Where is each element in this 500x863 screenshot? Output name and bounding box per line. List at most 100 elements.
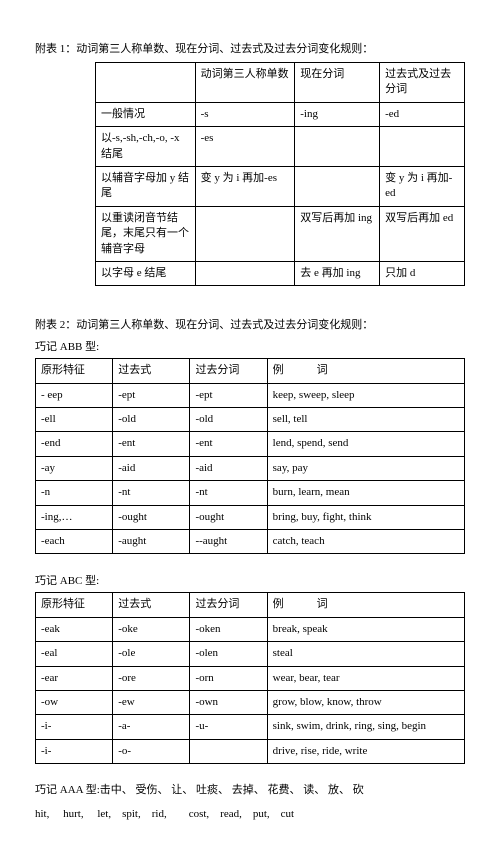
table-row: 原形特征 过去式 过去分词 例 词 bbox=[36, 359, 465, 383]
table-row: -ay-aid-aidsay, pay bbox=[36, 456, 465, 480]
cell: 现在分词 bbox=[295, 63, 380, 103]
cell: -each bbox=[36, 530, 113, 554]
cell: -aught bbox=[113, 530, 190, 554]
cell: keep, sweep, sleep bbox=[267, 383, 464, 407]
cell: -ept bbox=[190, 383, 267, 407]
cell: -o- bbox=[113, 739, 190, 763]
table-row: -i--o-drive, rise, ride, write bbox=[36, 739, 465, 763]
cell: -ed bbox=[380, 102, 465, 126]
cell bbox=[96, 63, 196, 103]
cell bbox=[190, 739, 267, 763]
cell: 过去式 bbox=[113, 593, 190, 617]
aaa-words: hit, hurt, let, spit, rid, cost, read, p… bbox=[35, 806, 465, 824]
cell: -nt bbox=[190, 481, 267, 505]
cell: 过去式及过去分词 bbox=[380, 63, 465, 103]
table-row: 一般情况-s-ing-ed bbox=[96, 102, 465, 126]
cell: drive, rise, ride, write bbox=[267, 739, 464, 763]
cell: -oken bbox=[190, 617, 267, 641]
cell: -ole bbox=[113, 642, 190, 666]
cell: -old bbox=[113, 408, 190, 432]
cell: -ent bbox=[113, 432, 190, 456]
cell: -ought bbox=[190, 505, 267, 529]
cell: sink, swim, drink, ring, sing, begin bbox=[267, 715, 464, 739]
cell: 动词第三人称单数 bbox=[195, 63, 295, 103]
cell: -ew bbox=[113, 690, 190, 714]
table-row: -end-ent-entlend, spend, send bbox=[36, 432, 465, 456]
cell bbox=[195, 261, 295, 285]
cell: -n bbox=[36, 481, 113, 505]
cell: 变 y 为 i 再加-ed bbox=[380, 166, 465, 206]
cell: -u- bbox=[190, 715, 267, 739]
abc-label: 巧记 ABC 型: bbox=[35, 572, 465, 588]
cell: break, speak bbox=[267, 617, 464, 641]
cell: -ing,… bbox=[36, 505, 113, 529]
table-row: -ear-ore-ornwear, bear, tear bbox=[36, 666, 465, 690]
title-1: 附表 1：动词第三人称单数、现在分词、过去式及过去分词变化规则： bbox=[35, 40, 465, 56]
cell: 过去分词 bbox=[190, 359, 267, 383]
cell: -ing bbox=[295, 102, 380, 126]
cell: 变 y 为 i 再加-es bbox=[195, 166, 295, 206]
cell: 以-s,-sh,-ch,-o, -x 结尾 bbox=[96, 127, 196, 167]
cell: --aught bbox=[190, 530, 267, 554]
table-row: 以重读闭音节结尾，末尾只有一个辅音字母 双写后再加 ing双写后再加 ed bbox=[96, 206, 465, 261]
cell: -aid bbox=[190, 456, 267, 480]
cell: -oke bbox=[113, 617, 190, 641]
cell: 过去式 bbox=[113, 359, 190, 383]
table-row: 原形特征 过去式 过去分词 例 词 bbox=[36, 593, 465, 617]
table-row: - eep-ept-eptkeep, sweep, sleep bbox=[36, 383, 465, 407]
cell: catch, teach bbox=[267, 530, 464, 554]
table-2: 原形特征 过去式 过去分词 例 词 - eep-ept-eptkeep, swe… bbox=[35, 358, 465, 554]
cell: 以重读闭音节结尾，末尾只有一个辅音字母 bbox=[96, 206, 196, 261]
cell: 双写后再加 ing bbox=[295, 206, 380, 261]
cell: 一般情况 bbox=[96, 102, 196, 126]
cell: -s bbox=[195, 102, 295, 126]
cell: steal bbox=[267, 642, 464, 666]
cell: 例 词 bbox=[267, 593, 464, 617]
table-row: -eal-ole-olensteal bbox=[36, 642, 465, 666]
cell: wear, bear, tear bbox=[267, 666, 464, 690]
cell bbox=[195, 206, 295, 261]
cell: 以字母 e 结尾 bbox=[96, 261, 196, 285]
cell: -es bbox=[195, 127, 295, 167]
cell: -aid bbox=[113, 456, 190, 480]
cell: grow, blow, know, throw bbox=[267, 690, 464, 714]
table-row: -each-aught--aughtcatch, teach bbox=[36, 530, 465, 554]
table-1: 动词第三人称单数 现在分词 过去式及过去分词 一般情况-s-ing-ed 以-s… bbox=[95, 62, 465, 286]
cell: -nt bbox=[113, 481, 190, 505]
title-2: 附表 2：动词第三人称单数、现在分词、过去式及过去分词变化规则： bbox=[35, 316, 465, 332]
cell: 原形特征 bbox=[36, 359, 113, 383]
cell: -i- bbox=[36, 715, 113, 739]
cell: burn, learn, mean bbox=[267, 481, 464, 505]
table-row: 以字母 e 结尾去 e 再加 ing只加 d bbox=[96, 261, 465, 285]
cell: -ow bbox=[36, 690, 113, 714]
table-row: 以-s,-sh,-ch,-o, -x 结尾-es bbox=[96, 127, 465, 167]
cell: -orn bbox=[190, 666, 267, 690]
cell: lend, spend, send bbox=[267, 432, 464, 456]
cell: -olen bbox=[190, 642, 267, 666]
cell: 例 词 bbox=[267, 359, 464, 383]
cell: sell, tell bbox=[267, 408, 464, 432]
cell bbox=[295, 127, 380, 167]
cell: 双写后再加 ed bbox=[380, 206, 465, 261]
cell: 以辅音字母加 y 结尾 bbox=[96, 166, 196, 206]
cell: 过去分词 bbox=[190, 593, 267, 617]
table-row: -ing,…-ought-oughtbring, buy, fight, thi… bbox=[36, 505, 465, 529]
table-row: -ow-ew-owngrow, blow, know, throw bbox=[36, 690, 465, 714]
cell: -i- bbox=[36, 739, 113, 763]
cell: -own bbox=[190, 690, 267, 714]
cell: 去 e 再加 ing bbox=[295, 261, 380, 285]
cell: -a- bbox=[113, 715, 190, 739]
cell: -old bbox=[190, 408, 267, 432]
cell: -ore bbox=[113, 666, 190, 690]
table-3: 原形特征 过去式 过去分词 例 词 -eak-oke-okenbreak, sp… bbox=[35, 592, 465, 764]
table-row: -eak-oke-okenbreak, speak bbox=[36, 617, 465, 641]
cell: say, pay bbox=[267, 456, 464, 480]
cell: -eal bbox=[36, 642, 113, 666]
cell: 原形特征 bbox=[36, 593, 113, 617]
table-row: -n-nt-ntburn, learn, mean bbox=[36, 481, 465, 505]
abb-label: 巧记 ABB 型: bbox=[35, 338, 465, 354]
cell: bring, buy, fight, think bbox=[267, 505, 464, 529]
table-row: 以辅音字母加 y 结尾变 y 为 i 再加-es 变 y 为 i 再加-ed bbox=[96, 166, 465, 206]
cell bbox=[380, 127, 465, 167]
table-row: -i--a--u-sink, swim, drink, ring, sing, … bbox=[36, 715, 465, 739]
